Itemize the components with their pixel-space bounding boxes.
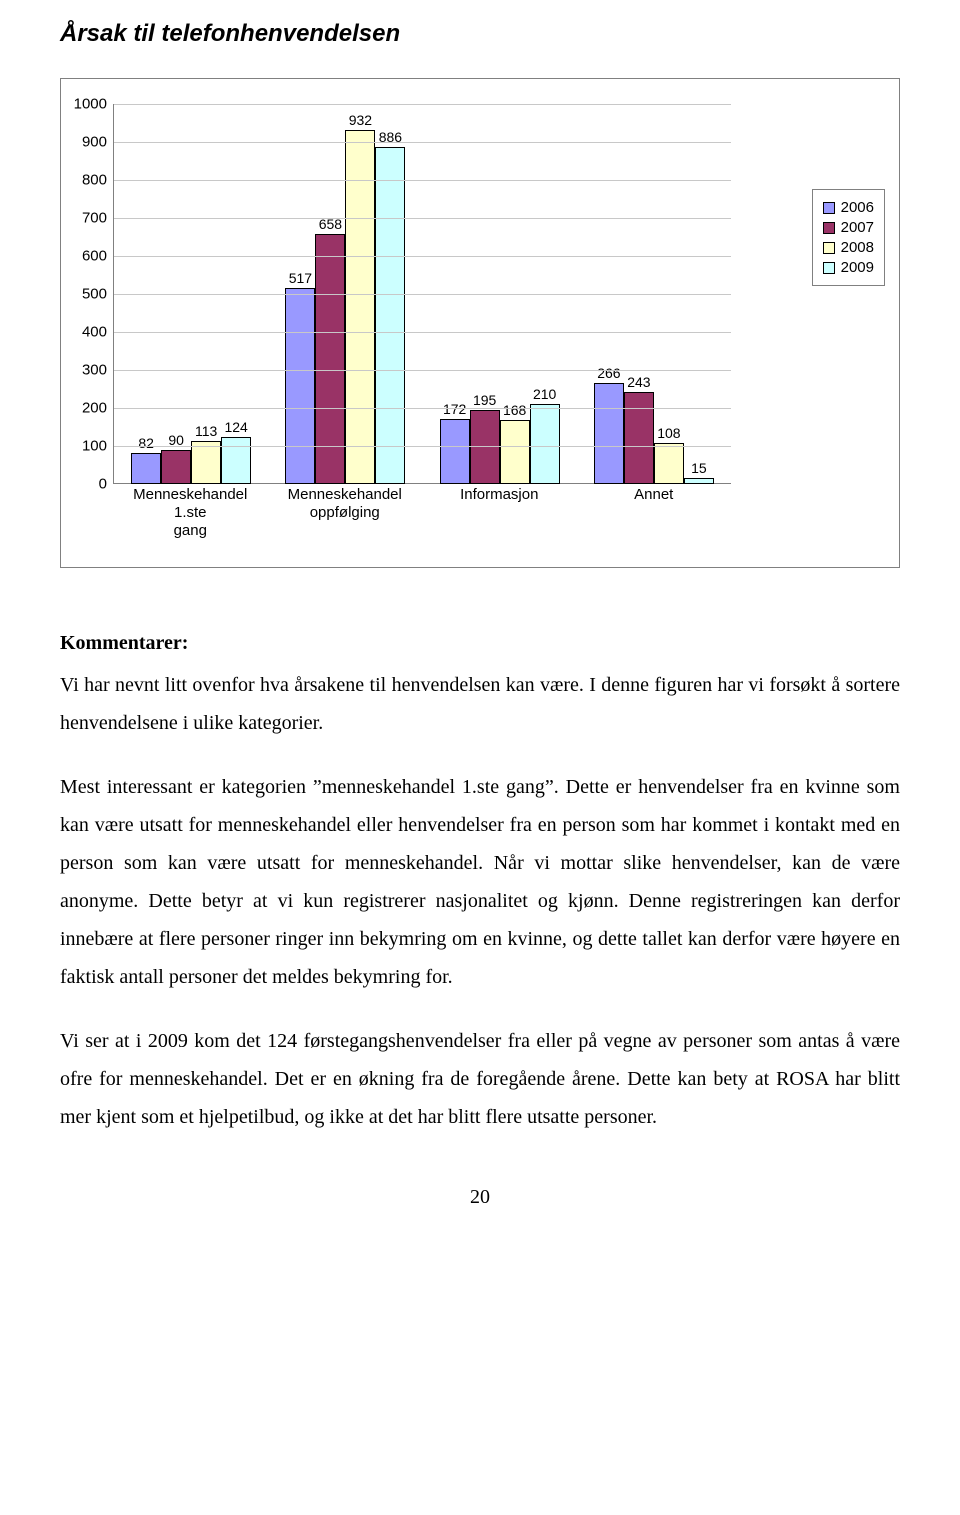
bar (684, 478, 714, 484)
bar-wrap: 82 (131, 453, 161, 484)
legend-swatch (823, 222, 835, 234)
y-tick-label: 1000 (67, 96, 107, 113)
grid-line (114, 332, 731, 333)
bar-value-label: 932 (349, 112, 372, 128)
bar (221, 437, 251, 484)
bar-group: 517658932886 (285, 130, 405, 484)
legend-label: 2008 (841, 239, 874, 256)
bar-value-label: 266 (597, 365, 620, 381)
y-tick-label: 100 (67, 438, 107, 455)
bar-value-label: 108 (657, 425, 680, 441)
bar (285, 288, 315, 484)
bar-wrap: 90 (161, 450, 191, 484)
chart-legend: 2006 2007 2008 2009 (812, 189, 885, 286)
legend-label: 2007 (841, 219, 874, 236)
grid-line (114, 104, 731, 105)
page-title: Årsak til telefonhenvendelsen (60, 20, 900, 48)
x-labels: Menneskehandel 1.stegangMenneskehandel o… (113, 486, 731, 540)
legend-swatch (823, 242, 835, 254)
legend-swatch (823, 202, 835, 214)
bar-wrap: 15 (684, 478, 714, 484)
bar-value-label: 195 (473, 392, 496, 408)
y-tick-label: 300 (67, 362, 107, 379)
bar (654, 443, 684, 484)
y-axis: 01002003004005006007008009001000 (71, 104, 113, 484)
bar-wrap: 210 (530, 404, 560, 484)
y-tick-label: 200 (67, 400, 107, 417)
bar-wrap: 266 (594, 383, 624, 484)
grid-line (114, 180, 731, 181)
plot-wrap: 01002003004005006007008009001000 8290113… (71, 104, 731, 554)
bar (375, 147, 405, 484)
bar-wrap: 108 (654, 443, 684, 484)
x-axis-label: Annet (579, 486, 729, 540)
y-tick-label: 500 (67, 286, 107, 303)
y-tick-label: 400 (67, 324, 107, 341)
grid-line (114, 370, 731, 371)
bar-value-label: 517 (289, 270, 312, 286)
bar (530, 404, 560, 484)
legend-label: 2006 (841, 199, 874, 216)
bar (624, 392, 654, 484)
bar (161, 450, 191, 484)
bar-wrap: 168 (500, 420, 530, 484)
page-number: 20 (60, 1186, 900, 1209)
bar (191, 441, 221, 484)
y-tick-label: 0 (67, 476, 107, 493)
bar-value-label: 210 (533, 386, 556, 402)
x-axis-label: Menneskehandel oppfølging (270, 486, 420, 540)
grid-line (114, 142, 731, 143)
bar-group: 26624310815 (594, 383, 714, 484)
legend-row: 2008 (823, 239, 874, 256)
chart-frame: 01002003004005006007008009001000 8290113… (60, 78, 900, 568)
y-tick-label: 600 (67, 248, 107, 265)
y-tick-label: 700 (67, 210, 107, 227)
paragraph-2: Mest interessant er kategorien ”menneske… (60, 768, 900, 996)
bar-wrap: 243 (624, 392, 654, 484)
legend-label: 2009 (841, 259, 874, 276)
grid-line (114, 256, 731, 257)
grid-line (114, 408, 731, 409)
bar (500, 420, 530, 484)
legend-row: 2009 (823, 259, 874, 276)
bar-value-label: 82 (138, 435, 154, 451)
bar-group: 172195168210 (440, 404, 560, 484)
paragraph-3: Vi ser at i 2009 kom det 124 førstegangs… (60, 1022, 900, 1136)
bar-wrap: 932 (345, 130, 375, 484)
bar (440, 419, 470, 484)
y-tick-label: 900 (67, 134, 107, 151)
y-tick-label: 800 (67, 172, 107, 189)
body-text: Kommentarer: Vi har nevnt litt ovenfor h… (60, 624, 900, 1136)
bar-wrap: 113 (191, 441, 221, 484)
bar (345, 130, 375, 484)
bar-value-label: 113 (195, 423, 217, 439)
bar-value-label: 168 (503, 402, 526, 418)
bar-wrap: 172 (440, 419, 470, 484)
x-axis-label: Menneskehandel 1.stegang (115, 486, 265, 540)
grid-line (114, 294, 731, 295)
bar-wrap: 517 (285, 288, 315, 484)
bar-wrap: 886 (375, 147, 405, 484)
bar-group: 8290113124 (131, 437, 251, 484)
kommentarer-heading: Kommentarer: (60, 624, 900, 662)
x-axis-label: Informasjon (424, 486, 574, 540)
grid-line (114, 446, 731, 447)
bar-wrap: 124 (221, 437, 251, 484)
legend-row: 2006 (823, 199, 874, 216)
bar (131, 453, 161, 484)
bar-value-label: 243 (627, 374, 650, 390)
plot-area: 8290113124517658932886172195168210266243… (113, 104, 731, 484)
legend-swatch (823, 262, 835, 274)
paragraph-1: Vi har nevnt litt ovenfor hva årsakene t… (60, 666, 900, 742)
legend-row: 2007 (823, 219, 874, 236)
bar-value-label: 124 (224, 419, 247, 435)
grid-line (114, 218, 731, 219)
bar-value-label: 15 (691, 460, 707, 476)
bar (594, 383, 624, 484)
